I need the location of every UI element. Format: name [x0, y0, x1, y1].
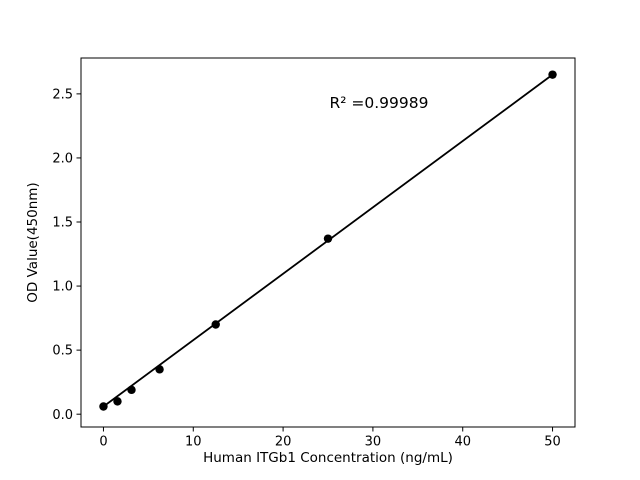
x-tick-label: 40 [454, 435, 471, 450]
y-tick-label: 0.0 [52, 408, 73, 423]
y-tick-label: 2.0 [52, 152, 73, 167]
plot-border [80, 57, 576, 428]
axis-ticks: 0 10 20 30 40 50 0.0 0.5 1.0 1.5 2.0 2.5 [52, 87, 561, 449]
x-tick-label: 30 [365, 435, 382, 450]
x-tick-label: 20 [275, 435, 292, 450]
data-point-marker [99, 402, 108, 411]
y-tick-label: 1.5 [52, 216, 73, 231]
x-axis-label: Human ITGb1 Concentration (ng/mL) [203, 450, 453, 466]
plot-area [99, 70, 557, 411]
y-tick-label: 0.5 [52, 344, 73, 359]
y-axis-label: OD Value(450nm) [25, 182, 41, 302]
data-point-marker [113, 397, 122, 406]
y-tick-label: 2.5 [52, 87, 73, 102]
x-tick-label: 50 [544, 435, 561, 450]
y-tick-label: 1.0 [52, 280, 73, 295]
data-point-marker [155, 365, 164, 374]
data-point-marker [211, 320, 220, 329]
r-squared-annotation: R² =0.99989 [330, 94, 429, 112]
x-tick-label: 0 [99, 435, 107, 450]
data-point-marker [548, 70, 557, 79]
data-point-marker [323, 234, 333, 243]
data-point-marker [127, 385, 136, 395]
x-tick-label: 10 [185, 435, 202, 450]
